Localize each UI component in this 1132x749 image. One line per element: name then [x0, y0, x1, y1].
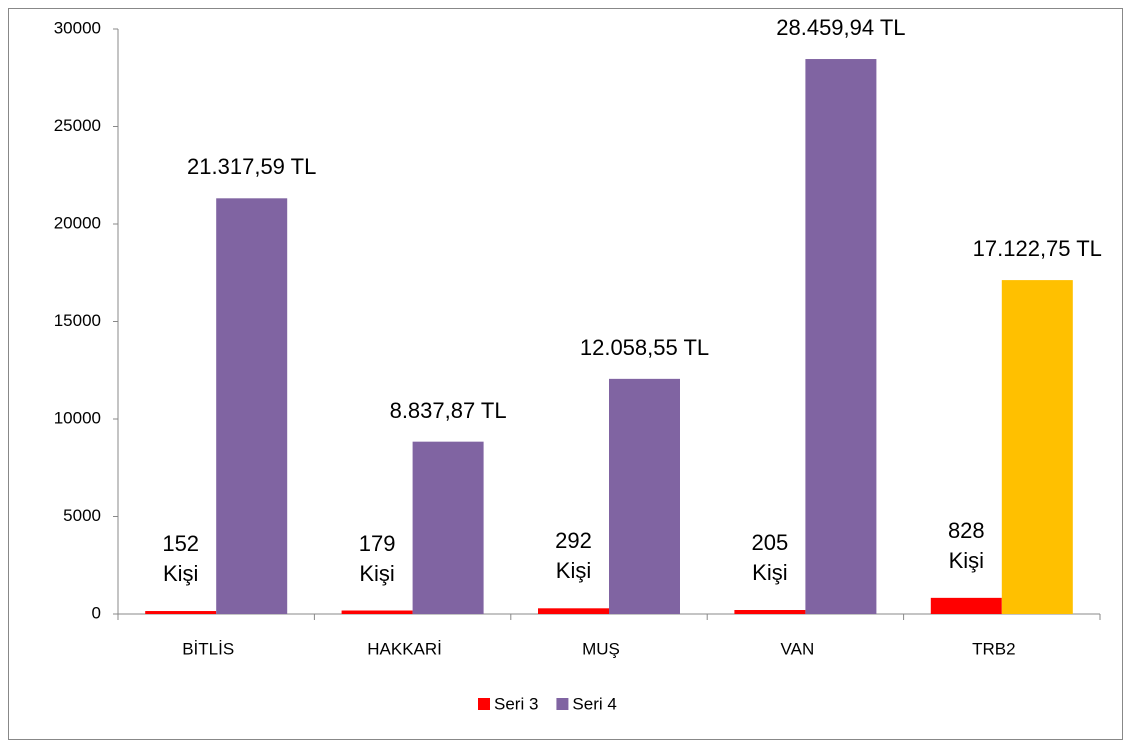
- bar: [930, 597, 1002, 614]
- bar: [412, 441, 484, 614]
- legend-label: Seri 4: [572, 694, 616, 713]
- data-label: 179 Kişi: [358, 530, 396, 586]
- y-tick-label: 0: [92, 603, 101, 622]
- x-tick-label: BİTLİS: [182, 639, 234, 658]
- data-label: 205 Kişi: [751, 530, 789, 585]
- y-tick-label: 20000: [54, 213, 101, 232]
- bar: [145, 611, 217, 614]
- x-tick-label: TRB2: [972, 639, 1015, 658]
- x-tick-label: HAKKARİ: [367, 639, 442, 658]
- legend-swatch: [478, 698, 490, 710]
- data-label: 8.837,87 TL: [389, 397, 507, 423]
- legend-swatch: [556, 698, 569, 710]
- y-tick-label: 10000: [54, 408, 101, 427]
- y-tick-label: 25000: [54, 116, 101, 135]
- bar: [1001, 280, 1073, 614]
- data-label: 28.459,94 TL: [776, 15, 906, 41]
- x-tick-label: VAN: [781, 639, 815, 658]
- data-label: 12.058,55 TL: [579, 334, 710, 360]
- data-label: 292 Kişi: [555, 528, 592, 584]
- y-tick-label: 5000: [63, 506, 101, 525]
- data-label: 152 Kişi: [162, 531, 200, 587]
- y-tick-label: 15000: [54, 311, 101, 330]
- legend-label: Seri 3: [494, 694, 538, 713]
- bar: [805, 59, 877, 614]
- chart-frame: [8, 8, 1123, 740]
- bar: [538, 608, 609, 614]
- x-tick-label: MUŞ: [582, 639, 620, 658]
- y-tick-label: 30000: [54, 18, 101, 37]
- data-label: 17.122,75 TL: [972, 236, 1102, 262]
- data-label: 828 Kişi: [947, 517, 985, 573]
- bar: [734, 610, 806, 614]
- bar: [341, 610, 413, 614]
- bar: [609, 378, 680, 614]
- data-label: 21.317,59 TL: [187, 154, 317, 180]
- bar: [216, 198, 288, 614]
